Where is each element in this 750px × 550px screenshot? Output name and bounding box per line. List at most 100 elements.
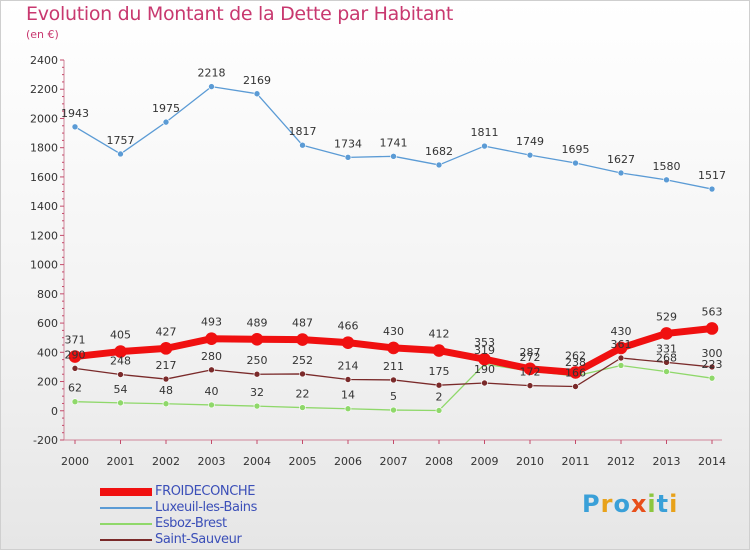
y-tick-label: 1800: [30, 142, 58, 155]
data-point-saint-sauveur: [162, 375, 170, 383]
data-point-froideconche: [523, 362, 537, 376]
x-tick-label: 2001: [107, 455, 135, 468]
x-tick-label: 2007: [380, 455, 408, 468]
data-label-saint-sauveur: 280: [201, 350, 222, 363]
data-point-esboz-brest: [708, 374, 716, 382]
data-label-saint-sauveur: 211: [383, 360, 404, 373]
data-label-froideconche: 487: [292, 317, 313, 330]
data-point-luxeuil-les-bains: [117, 150, 124, 158]
data-point-luxeuil-les-bains: [435, 161, 443, 169]
data-label-luxeuil-les-bains: 1943: [61, 107, 89, 120]
data-point-esboz-brest: [344, 405, 352, 413]
data-point-luxeuil-les-bains: [708, 185, 716, 193]
data-point-luxeuil-les-bains: [617, 169, 625, 177]
data-label-saint-sauveur: 250: [247, 354, 268, 367]
data-label-luxeuil-les-bains: 1757: [107, 134, 135, 147]
x-tick-label: 2014: [698, 455, 726, 468]
data-label-esboz-brest: 40: [205, 385, 219, 398]
x-tick-label: 2006: [334, 455, 362, 468]
data-point-saint-sauveur: [572, 383, 579, 390]
data-label-luxeuil-les-bains: 1682: [425, 145, 453, 158]
data-label-saint-sauveur: 217: [156, 359, 177, 372]
data-point-esboz-brest: [299, 404, 306, 411]
data-label-esboz-brest: 238: [565, 356, 586, 369]
data-point-saint-sauveur: [117, 371, 124, 378]
data-point-luxeuil-les-bains: [663, 176, 670, 184]
data-label-froideconche: 412: [429, 328, 450, 341]
data-point-froideconche: [614, 341, 628, 355]
proxiti-logo: Proxiti: [582, 490, 679, 518]
data-label-saint-sauveur: 300: [702, 347, 723, 360]
y-tick-label: 0: [51, 405, 58, 418]
data-label-esboz-brest: 48: [159, 384, 173, 397]
data-point-froideconche: [68, 350, 82, 363]
data-label-froideconche: 287: [520, 346, 541, 359]
data-label-froideconche: 430: [611, 325, 632, 338]
y-tick-label: 1200: [30, 229, 58, 242]
data-label-luxeuil-les-bains: 1975: [152, 102, 180, 115]
y-tick-label: 1400: [30, 200, 58, 213]
data-label-luxeuil-les-bains: 1627: [607, 153, 635, 166]
x-tick-label: 2004: [243, 455, 271, 468]
data-point-saint-sauveur: [481, 379, 488, 387]
data-point-esboz-brest: [253, 402, 261, 410]
data-label-froideconche: 529: [656, 310, 677, 323]
data-point-saint-sauveur: [435, 381, 443, 389]
y-tick-label: 2000: [30, 112, 58, 125]
data-label-luxeuil-les-bains: 1749: [516, 135, 544, 148]
data-label-saint-sauveur: 252: [292, 354, 313, 367]
data-label-saint-sauveur: 175: [429, 365, 450, 378]
data-label-froideconche: 493: [201, 316, 222, 329]
data-point-luxeuil-les-bains: [572, 159, 579, 167]
data-point-froideconche: [250, 332, 264, 346]
data-label-esboz-brest: 319: [474, 344, 495, 357]
data-point-froideconche: [387, 341, 400, 355]
data-point-luxeuil-les-bains: [481, 142, 488, 150]
data-point-froideconche: [569, 366, 582, 379]
data-label-saint-sauveur: 361: [611, 338, 632, 351]
legend-label-luxeuil: Luxeuil-les-Bains: [155, 500, 258, 515]
data-point-esboz-brest: [435, 407, 443, 414]
data-label-saint-sauveur: 214: [338, 359, 359, 372]
data-point-luxeuil-les-bains: [526, 151, 534, 159]
data-point-luxeuil-les-bains: [208, 83, 215, 90]
data-point-esboz-brest: [162, 400, 170, 408]
x-tick-label: 2009: [471, 455, 499, 468]
legend-swatch-froideconche: [100, 488, 152, 496]
data-point-luxeuil-les-bains: [253, 90, 261, 98]
x-tick-label: 2000: [61, 455, 89, 468]
data-label-saint-sauveur: 290: [65, 348, 86, 361]
data-label-esboz-brest: 14: [341, 389, 355, 402]
y-tick-label: 400: [37, 346, 58, 359]
y-tick-label: 2400: [30, 54, 58, 67]
data-label-luxeuil-les-bains: 1734: [334, 137, 362, 150]
x-tick-label: 2011: [562, 455, 590, 468]
y-tick-label: -200: [33, 434, 58, 447]
data-point-luxeuil-les-bains: [162, 118, 170, 126]
data-point-froideconche: [478, 352, 491, 366]
data-point-saint-sauveur: [526, 382, 534, 389]
data-label-froideconche: 262: [565, 349, 586, 362]
series-layer: [68, 83, 719, 414]
data-label-esboz-brest: 268: [656, 352, 677, 365]
data-point-froideconche: [296, 333, 309, 346]
x-tick-label: 2005: [289, 455, 317, 468]
data-label-esboz-brest: 32: [250, 386, 264, 399]
chart-subtitle: (en €): [26, 28, 59, 41]
data-point-luxeuil-les-bains: [390, 153, 397, 160]
data-label-froideconche: 466: [338, 320, 359, 333]
data-point-saint-sauveur: [390, 376, 397, 384]
legend-swatch-esboz: [100, 523, 152, 525]
data-point-froideconche: [205, 332, 218, 346]
data-point-saint-sauveur: [344, 376, 352, 383]
axes: 2400220020001800160014001200100080060040…: [30, 54, 726, 468]
data-label-luxeuil-les-bains: 1517: [698, 169, 726, 182]
data-point-saint-sauveur: [208, 366, 215, 374]
data-label-luxeuil-les-bains: 2218: [198, 67, 226, 80]
data-label-saint-sauveur: 190: [474, 363, 495, 376]
data-point-froideconche: [432, 344, 446, 357]
x-tick-label: 2008: [425, 455, 453, 468]
y-tick-label: 200: [37, 376, 58, 389]
data-point-esboz-brest: [71, 398, 79, 406]
